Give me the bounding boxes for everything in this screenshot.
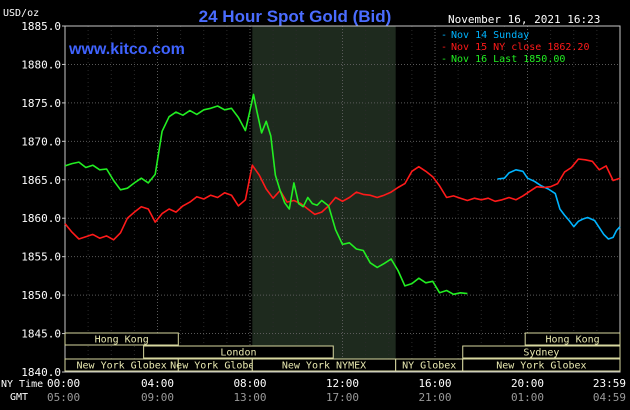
y-tick-label: 1865.0 <box>21 174 61 187</box>
x-tick-label-gmt: 17:00 <box>326 391 359 404</box>
series-line-0 <box>497 169 621 240</box>
y-axis: 1840.0 1845.0 1850.0 1855.0 1860.0 1865.0 1870… <box>21 20 65 379</box>
x-tick-label-ny: 20:00 <box>511 377 544 390</box>
session-label: NY Globex <box>402 361 456 372</box>
legend-last-label: Nov 16 Last 1850.00 <box>451 54 565 65</box>
series-line-1 <box>64 158 621 241</box>
session-layer: Hong Kong Hong Kong London Sydney New York G… <box>64 332 621 372</box>
legend-dash-last: - <box>441 54 447 65</box>
x-tick-label-ny: 23:59 <box>593 377 626 390</box>
plot-frame-layer <box>64 25 621 373</box>
x-tick-label-ny: 16:00 <box>418 377 451 390</box>
session-box <box>143 345 334 359</box>
series-layer <box>64 93 621 296</box>
x-tick-label-gmt: 13:00 <box>233 391 266 404</box>
session-box <box>64 332 179 346</box>
session-label: New York Globex <box>496 361 586 372</box>
legend-dash-sunday: - <box>441 30 447 41</box>
x-tick-label-ny: 00:00 <box>47 377 80 390</box>
x-tick-label-gmt: 04:59 <box>593 391 626 404</box>
session-label: London <box>220 348 256 359</box>
x-tick-label-ny: 12:00 <box>326 377 359 390</box>
legend-nyclose-label: Nov 15 NY close 1862.20 <box>451 42 589 53</box>
legend-dash-nyclose: - <box>441 42 447 53</box>
plot-frame <box>64 25 621 373</box>
y-tick-label: 1870.0 <box>21 135 61 148</box>
y-tick-label: 1855.0 <box>21 251 61 264</box>
y-tick-label: 1885.0 <box>21 20 61 33</box>
y-tick-label: 1850.0 <box>21 289 61 302</box>
y-tick-label: 1845.0 <box>21 328 61 341</box>
session-box <box>462 345 621 359</box>
session-label: New York Globex <box>170 361 260 372</box>
session-label: Hong Kong <box>546 335 600 346</box>
x-tick-label-gmt: 09:00 <box>141 391 174 404</box>
x-tick-label-ny: 08:00 <box>233 377 266 390</box>
legend-sunday-label: Nov 14 Sunday <box>451 30 529 41</box>
y-tick-label: 1860.0 <box>21 212 61 225</box>
session-label: Sydney <box>523 348 559 359</box>
x-tick-label-gmt: 05:00 <box>47 391 80 404</box>
y-tick-label: 1840.0 <box>21 366 61 379</box>
y-tick-label: 1880.0 <box>21 58 61 71</box>
timestamp-label: November 16, 2021 16:23 <box>448 13 600 26</box>
nymex-highlight-band <box>252 26 396 372</box>
x-tick-label-gmt: 21:00 <box>418 391 451 404</box>
session-label: New York NYMEX <box>282 361 366 372</box>
website-label: www.kitco.com <box>68 41 185 58</box>
ny-time-label: NY Time <box>1 379 43 390</box>
session-box <box>462 358 621 372</box>
session-label: Hong Kong <box>95 335 149 346</box>
y-tick-label: 1875.0 <box>21 97 61 110</box>
gmt-label: GMT <box>10 392 28 403</box>
x-tick-label-ny: 04:00 <box>141 377 174 390</box>
chart-title: 24 Hour Spot Gold (Bid) <box>199 7 392 26</box>
x-tick-label-gmt: 01:00 <box>511 391 544 404</box>
y-axis-unit-label: USD/oz <box>3 8 39 19</box>
series-line-2 <box>64 93 468 296</box>
trading-band-layer <box>252 26 396 372</box>
session-box <box>524 332 621 346</box>
session-label: New York Globex <box>77 361 167 372</box>
